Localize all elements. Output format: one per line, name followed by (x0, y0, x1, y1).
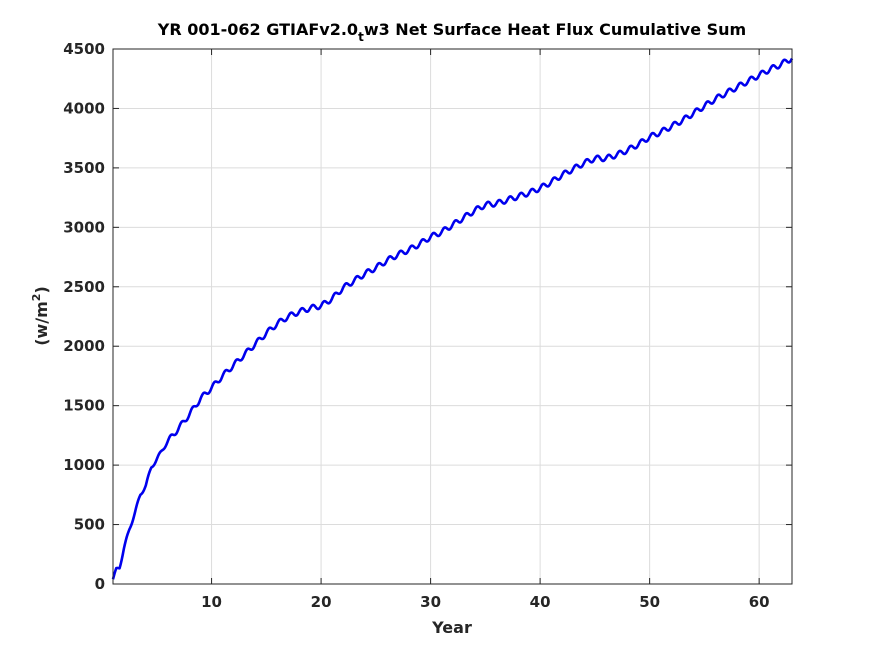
chart-title: YR 001-062 GTIAFv2.0tw3 Net Surface Heat… (157, 20, 746, 44)
y-tick-label: 4000 (63, 99, 105, 117)
y-tick-label: 0 (95, 575, 105, 593)
title-subscript: t (358, 30, 364, 44)
plot-frame (112, 48, 793, 585)
y-axis-label-base: (w/m (32, 301, 51, 346)
y-axis-label-close: ) (32, 286, 51, 293)
y-tick-label: 2500 (63, 278, 105, 296)
y-tick-label: 1000 (63, 456, 105, 474)
x-axis-label: Year (431, 618, 472, 637)
x-tick-label: 60 (749, 593, 770, 611)
title-prefix: YR 001-062 GTIAFv2.0 (157, 20, 358, 39)
x-tick-labels: 10 20 30 40 50 60 (201, 593, 769, 611)
y-tick-label: 3500 (63, 159, 105, 177)
y-tick-label: 1500 (63, 397, 105, 415)
title-suffix: w3 Net Surface Heat Flux Cumulative Sum (364, 20, 746, 39)
y-axis-label: (w/m2) (30, 286, 51, 346)
y-tick-labels: 0 500 1000 1500 2000 2500 3000 3500 4000 4500 (63, 40, 105, 593)
x-tick-label: 40 (530, 593, 551, 611)
plot-area (113, 49, 792, 584)
ticks (113, 48, 792, 585)
y-tick-label: 4500 (63, 40, 105, 58)
series-layer (111, 57, 794, 580)
y-tick-label: 500 (74, 516, 105, 534)
y-axis-label-sup: 2 (30, 294, 43, 302)
x-tick-label: 20 (311, 593, 332, 611)
y-tick-label: 3000 (63, 218, 105, 236)
x-tick-label: 30 (420, 593, 441, 611)
x-tick-label: 50 (639, 593, 660, 611)
y-tick-label: 2000 (63, 337, 105, 355)
x-tick-label: 10 (201, 593, 222, 611)
series-line (111, 57, 794, 580)
